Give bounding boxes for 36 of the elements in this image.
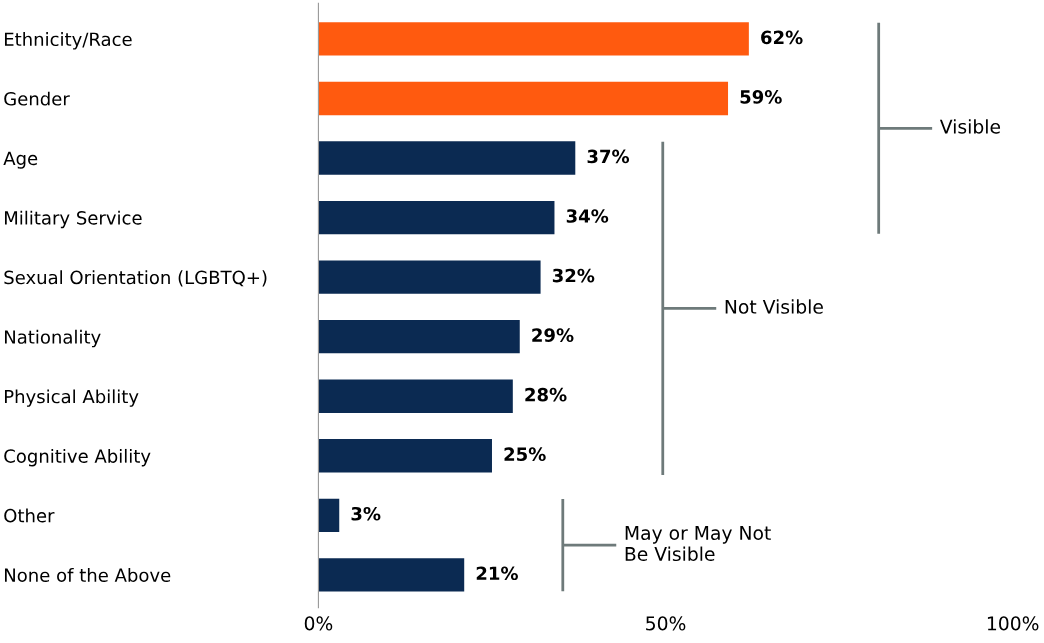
y-tick-label: Nationality: [4, 329, 101, 348]
data-label: 3%: [351, 506, 381, 521]
y-tick-label: Gender: [4, 91, 70, 106]
data-label: 37%: [587, 149, 630, 164]
y-tick-label: Physical Ability: [4, 389, 139, 407]
x-tick-label: 0%: [304, 616, 333, 631]
bar: [318, 379, 513, 413]
x-tick-label: 100%: [987, 616, 1039, 631]
data-label: 62%: [761, 30, 803, 45]
data-label: 28%: [525, 387, 567, 402]
data-label: 25%: [504, 447, 546, 462]
bar: [318, 200, 555, 235]
bar: [318, 320, 520, 354]
data-label: 34%: [566, 209, 609, 223]
y-tick-label: None of the Above: [4, 568, 171, 582]
bar: [318, 260, 541, 294]
x-tick-label: 50%: [646, 616, 686, 631]
bar: [318, 81, 729, 116]
annotation: May or May Not Be Visible: [625, 526, 771, 562]
data-label: 21%: [476, 566, 518, 581]
y-tick-label: Age: [3, 151, 38, 169]
bar: [318, 141, 576, 175]
data-label: 29%: [532, 328, 574, 342]
y-tick-label: Cognitive Ability: [4, 448, 151, 467]
annotation: Visible: [939, 119, 1001, 134]
annotation: Not Visible: [725, 299, 823, 314]
y-tick-label: Military Service: [4, 210, 142, 229]
y-tick-label: Sexual Orientation (LGBTQ+): [4, 270, 267, 287]
bar: [318, 558, 465, 592]
data-label: 59%: [740, 90, 782, 104]
y-tick-label: Other: [4, 508, 55, 523]
bar: [318, 22, 749, 56]
y-tick-label: Ethnicity/Race: [4, 32, 132, 50]
bar: [318, 439, 492, 473]
bar: [318, 498, 340, 533]
data-label: 32%: [552, 268, 595, 283]
